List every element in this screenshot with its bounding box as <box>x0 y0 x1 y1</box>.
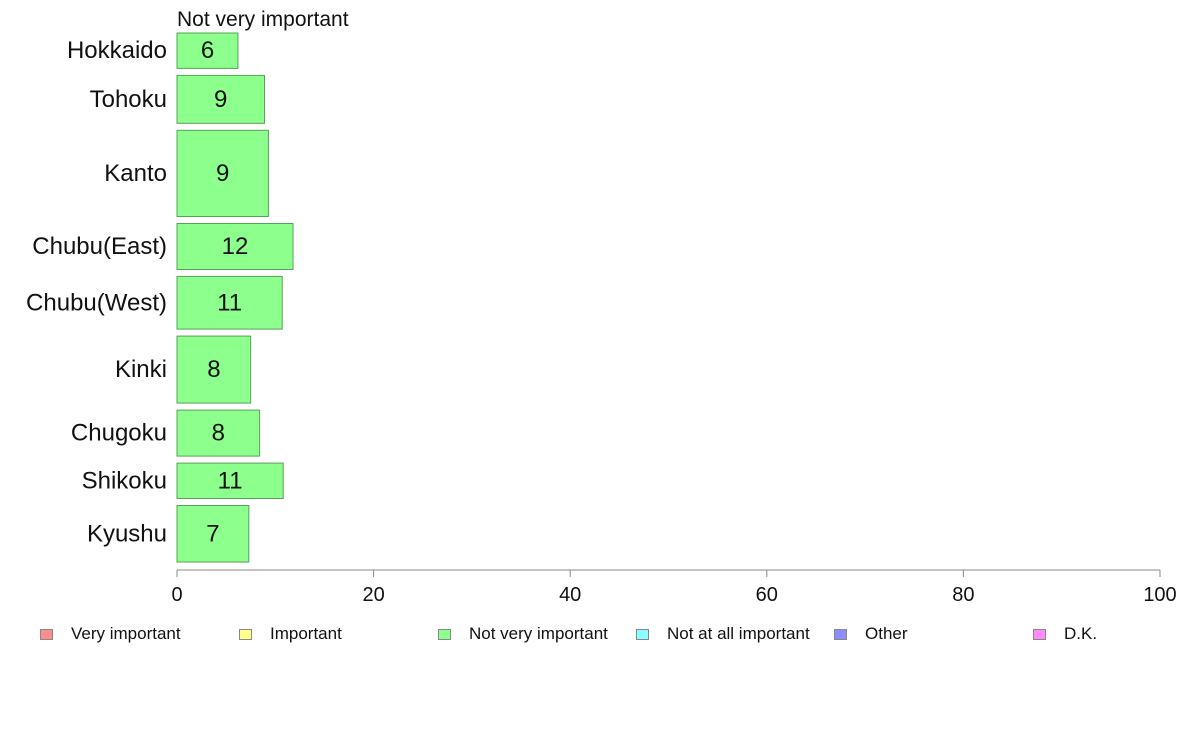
bar <box>176 462 284 500</box>
category-label: Kinki <box>115 356 167 383</box>
category-label: Tohoku <box>90 86 167 113</box>
x-tick-label: 100 <box>1143 584 1176 606</box>
x-tick-label: 0 <box>171 584 182 606</box>
x-tick-label: 80 <box>952 584 974 606</box>
legend-item: Not very important <box>438 620 608 648</box>
x-tick-label: 20 <box>362 584 384 606</box>
legend-item: Other <box>834 620 908 648</box>
data-label: 7 <box>206 520 219 547</box>
legend-label: Not very important <box>469 624 608 643</box>
data-label: 12 <box>222 233 249 260</box>
category-label: Shikoku <box>82 467 167 494</box>
data-label: 11 <box>218 467 243 494</box>
data-label: 9 <box>216 160 229 187</box>
category-label: Kanto <box>104 160 167 187</box>
legend-swatch <box>40 628 53 640</box>
legend-item: Not at all important <box>636 620 810 648</box>
data-label: 6 <box>201 37 214 64</box>
x-tick-label: 60 <box>756 584 778 606</box>
legend-swatch <box>239 628 252 640</box>
category-label: Hokkaido <box>67 37 167 64</box>
legend-label: Other <box>865 624 908 643</box>
legend-swatch <box>834 628 847 640</box>
category-label: Chubu(West) <box>26 289 167 316</box>
bar <box>176 74 265 124</box>
legend-item: Important <box>239 620 342 648</box>
category-label: Kyushu <box>87 520 167 547</box>
data-label: 11 <box>217 289 242 316</box>
bar <box>176 223 294 270</box>
x-tick-label: 40 <box>559 584 581 606</box>
legend-swatch <box>438 628 451 640</box>
legend-label: D.K. <box>1064 624 1098 643</box>
category-label: Chubu(East) <box>32 233 167 260</box>
data-label: 8 <box>212 420 225 447</box>
bar <box>176 129 269 217</box>
bars-group: Hokkaido 6 Tohoku 9 Kanto 9 Chubu(East) 12 Chubu… <box>26 32 294 563</box>
bar <box>176 409 261 457</box>
bar <box>176 275 283 330</box>
legend-item: D.K. <box>1033 620 1097 648</box>
data-label: 8 <box>207 356 220 383</box>
legend-swatch <box>636 628 649 640</box>
category-label: Chugoku <box>71 420 167 447</box>
data-label: 9 <box>214 86 227 113</box>
bar <box>176 505 250 563</box>
x-axis: 0 20 40 60 80 100 <box>171 569 1177 606</box>
bar <box>176 32 239 69</box>
legend: Very important Important Not very importan… <box>0 620 1188 650</box>
legend-label: Important <box>270 624 342 643</box>
legend-label: Not at all important <box>667 624 810 643</box>
bar <box>176 335 252 404</box>
legend-label: Very important <box>71 624 181 643</box>
chart-title: Not very important <box>177 8 349 31</box>
legend-item: Very important <box>40 620 181 648</box>
legend-swatch <box>1033 628 1046 640</box>
